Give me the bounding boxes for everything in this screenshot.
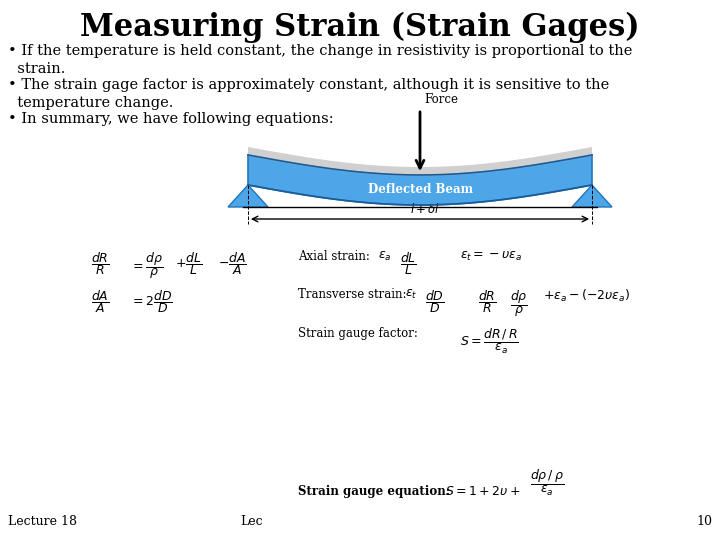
Text: $\varepsilon_t$: $\varepsilon_t$ — [405, 288, 418, 301]
Text: $\dfrac{d\rho\,/\,\rho}{\varepsilon_a}$: $\dfrac{d\rho\,/\,\rho}{\varepsilon_a}$ — [530, 468, 564, 498]
Text: Force: Force — [424, 93, 458, 106]
Text: $- \dfrac{dA}{A}$: $- \dfrac{dA}{A}$ — [218, 250, 247, 277]
Text: Deflected Beam: Deflected Beam — [367, 184, 472, 197]
Text: • The strain gage factor is approximately constant, although it is sensitive to : • The strain gage factor is approximatel… — [8, 78, 609, 110]
Text: $\dfrac{dL}{L}$: $\dfrac{dL}{L}$ — [400, 250, 417, 277]
Polygon shape — [228, 185, 268, 207]
Polygon shape — [248, 155, 592, 205]
Text: $= 2 \dfrac{dD}{D}$: $= 2 \dfrac{dD}{D}$ — [130, 288, 173, 315]
Text: $\dfrac{dR}{R}$: $\dfrac{dR}{R}$ — [478, 288, 497, 315]
Text: $+ \dfrac{dL}{L}$: $+ \dfrac{dL}{L}$ — [175, 250, 202, 277]
Text: Transverse strain:: Transverse strain: — [298, 288, 407, 301]
Text: $\dfrac{d\rho}{\rho}$: $\dfrac{d\rho}{\rho}$ — [510, 288, 528, 319]
Text: $\varepsilon_t = -\upsilon\varepsilon_a$: $\varepsilon_t = -\upsilon\varepsilon_a$ — [460, 250, 522, 263]
Text: Lecture 18: Lecture 18 — [8, 515, 77, 528]
Text: • If the temperature is held constant, the change in resistivity is proportional: • If the temperature is held constant, t… — [8, 44, 632, 76]
Text: $S = \dfrac{dR\,/\,R}{\varepsilon_a}$: $S = \dfrac{dR\,/\,R}{\varepsilon_a}$ — [460, 327, 519, 356]
Text: Lec: Lec — [240, 515, 263, 528]
Text: $\varepsilon_a$: $\varepsilon_a$ — [378, 250, 392, 263]
Text: $\dfrac{dA}{A}$: $\dfrac{dA}{A}$ — [91, 288, 109, 315]
Text: $\dfrac{dR}{R}$: $\dfrac{dR}{R}$ — [91, 250, 109, 277]
Text: 10: 10 — [696, 515, 712, 528]
Text: • In summary, we have following equations:: • In summary, we have following equation… — [8, 112, 333, 126]
Polygon shape — [248, 147, 592, 176]
Text: $+ \varepsilon_a - (-2\upsilon\varepsilon_a)$: $+ \varepsilon_a - (-2\upsilon\varepsilo… — [543, 288, 630, 304]
Text: Strain gauge factor:: Strain gauge factor: — [298, 327, 418, 340]
Text: Measuring Strain (Strain Gages): Measuring Strain (Strain Gages) — [80, 12, 640, 43]
Text: Strain gauge equation:: Strain gauge equation: — [298, 485, 450, 498]
Polygon shape — [572, 185, 612, 207]
Text: $l+\delta l$: $l+\delta l$ — [410, 202, 440, 216]
Text: $S = 1 + 2\upsilon +$: $S = 1 + 2\upsilon +$ — [445, 485, 521, 498]
Text: $\dfrac{dD}{D}$: $\dfrac{dD}{D}$ — [425, 288, 444, 315]
Text: Axial strain:: Axial strain: — [298, 250, 370, 263]
Text: $= \dfrac{d\rho}{\rho}$: $= \dfrac{d\rho}{\rho}$ — [130, 250, 163, 281]
